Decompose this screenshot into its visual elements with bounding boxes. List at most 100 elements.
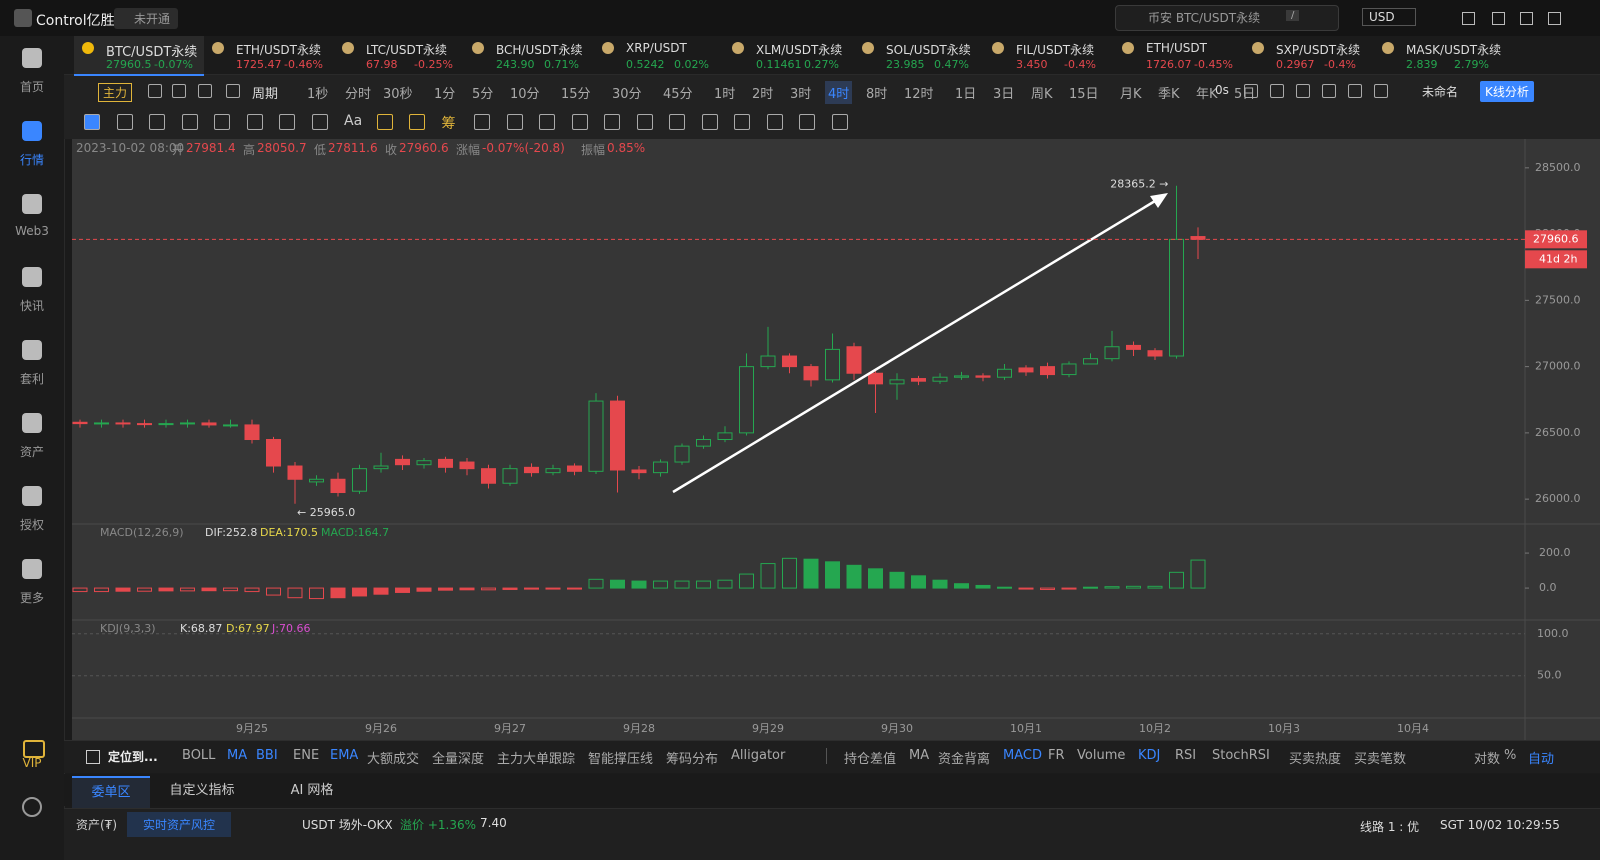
sidebar-label[interactable]: 行情 [19,153,44,167]
period-button[interactable]: 月K [1120,87,1142,102]
period-button[interactable]: 4时 [825,81,853,104]
draw-tool[interactable] [279,114,295,130]
line-label[interactable]: 线路 1 : 优 [1360,820,1420,834]
sidebar-icon[interactable] [22,486,42,506]
ticker-name[interactable]: BCH/USDT永续 [496,43,583,57]
sidebar-icon[interactable] [22,48,42,68]
window-button[interactable] [1492,12,1505,25]
indicator-toggle[interactable]: MA [909,748,930,763]
tool-icon[interactable] [148,84,162,98]
settings-icon[interactable] [22,797,42,817]
analysis-btn[interactable]: K线分析 [1480,81,1534,102]
chip-tool[interactable]: 筹 [441,116,456,132]
draw-tool[interactable] [734,114,750,130]
indicator-toggle[interactable]: 全量深度 [432,752,485,767]
scale-option[interactable]: 对数 [1474,752,1501,767]
indicator-toggle[interactable]: 筹码分布 [666,752,719,767]
text-tool[interactable]: Aa [344,113,363,129]
ticker-name[interactable]: BTC/USDT永续 [106,45,198,60]
ticker-tab[interactable] [74,36,204,76]
period-button[interactable]: 1日 [955,87,977,102]
period-button[interactable]: 45分 [663,87,693,102]
indicator-toggle[interactable]: MA [227,748,248,763]
tool-icon[interactable] [1374,84,1388,98]
indicator-toggle[interactable]: MACD [1003,748,1042,763]
indicator-toggle[interactable]: EMA [330,748,359,763]
sidebar-icon[interactable] [22,559,42,579]
ticker-name[interactable]: SXP/USDT永续 [1276,43,1361,57]
period-button[interactable]: 12时 [904,87,934,102]
period-button[interactable]: 分时 [345,87,372,102]
ticker-name[interactable]: ETH/USDT永续 [236,43,321,57]
period-button[interactable]: 10分 [510,87,540,102]
indicator-toggle[interactable]: Volume [1077,748,1126,763]
period-button[interactable]: 3时 [790,87,812,102]
period-button[interactable]: 周K [1031,87,1053,102]
draw-tool[interactable] [669,114,685,130]
sidebar-icon[interactable] [22,121,42,141]
draw-tool[interactable] [474,114,490,130]
indicator-toggle[interactable]: 智能撑压线 [588,752,654,767]
period-button[interactable]: 1分 [434,87,456,102]
sidebar-icon[interactable] [22,340,42,360]
indicator-toggle[interactable]: ENE [293,748,320,763]
indicator-toggle[interactable]: 持仓差值 [844,752,897,767]
period-button[interactable]: 2时 [752,87,774,102]
tool-icon[interactable] [226,84,240,98]
draw-tool[interactable] [149,114,165,130]
draw-tool[interactable] [799,114,815,130]
tool-icon[interactable] [1348,84,1362,98]
ticker-name[interactable]: FIL/USDT永续 [1016,43,1095,57]
indicator-toggle[interactable]: KDJ [1138,748,1161,763]
ticker-name[interactable]: XRP/USDT [626,41,687,55]
main-force-btn[interactable]: 主力 [98,83,133,102]
indicator-toggle[interactable]: FR [1048,748,1065,763]
draw-tool[interactable] [181,114,198,130]
sidebar-icon[interactable] [22,413,42,433]
sidebar-label[interactable]: Web3 [15,224,49,238]
indicator-toggle[interactable]: 大额成交 [367,752,420,767]
draw-tool[interactable] [376,114,393,130]
period-button[interactable]: 季K [1158,87,1180,102]
draw-tool[interactable] [409,114,425,130]
tool-icon[interactable] [1296,84,1310,98]
scale-option[interactable]: % [1504,748,1517,763]
draw-tool[interactable] [214,114,230,130]
draw-tool[interactable] [116,114,133,130]
draw-tool[interactable] [246,114,263,130]
period-button[interactable]: 30秒 [383,87,413,102]
draw-tool[interactable] [604,114,620,130]
sidebar-label[interactable]: 快讯 [19,299,44,313]
indicator-toggle[interactable]: RSI [1175,748,1197,763]
period-button[interactable]: 8时 [866,87,888,102]
draw-tool[interactable] [831,114,848,130]
draw-tool[interactable] [636,114,653,130]
ticker-name[interactable]: LTC/USDT永续 [366,43,448,57]
sidebar-label[interactable]: 首页 [19,80,44,94]
window-button[interactable] [1462,12,1475,25]
draw-tool[interactable] [766,114,783,130]
account-badge[interactable]: 未开通 [114,8,179,29]
tool-icon[interactable] [1244,84,1258,98]
sidebar-label[interactable]: 套利 [19,372,44,386]
ticker-name[interactable]: XLM/USDT永续 [756,43,843,57]
search-box[interactable]: 币安 BTC/USDT永续 [1115,5,1339,31]
risk-btn[interactable]: 实时资产风控 [127,812,232,837]
layout-name[interactable]: 未命名 [1422,85,1459,99]
draw-tool[interactable] [84,114,100,130]
panel-tab[interactable]: AI 网格 [290,783,334,798]
locate-btn[interactable]: 定位到... [108,750,158,764]
cycle-btn[interactable]: 周期 [252,87,279,102]
sidebar-label[interactable]: 资产 [19,445,44,459]
vip-label[interactable]: VIP [22,756,42,770]
period-button[interactable]: 15日 [1069,87,1099,102]
period-button[interactable]: 1时 [714,87,736,102]
panel-tab[interactable]: 自定义指标 [169,783,235,798]
indicator-toggle[interactable]: 买卖笔数 [1354,752,1407,767]
scale-option[interactable]: 自动 [1528,752,1555,767]
indicator-toggle[interactable]: BOLL [182,748,216,763]
indicator-toggle[interactable]: StochRSI [1212,748,1270,763]
sidebar-icon[interactable] [22,194,42,214]
sidebar-icon[interactable] [22,267,42,287]
period-button[interactable]: 3日 [993,87,1015,102]
